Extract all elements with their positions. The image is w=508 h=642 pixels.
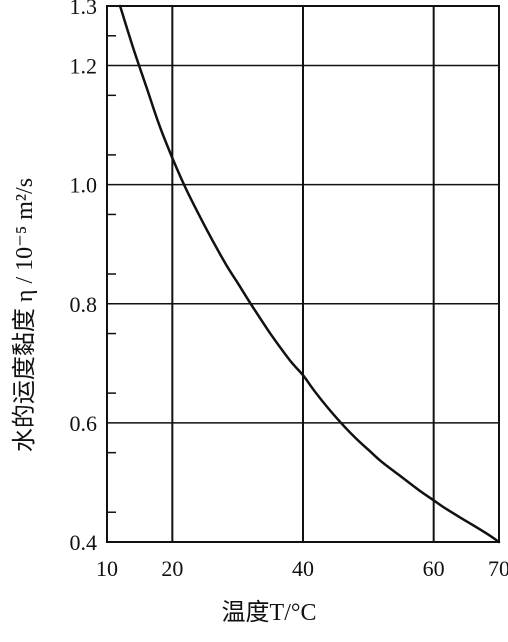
y-tick-label-1.0: 1.0 <box>70 173 98 198</box>
y-tick-labels: 0.4 0.6 0.8 1.0 1.2 1.3 <box>70 0 98 555</box>
plot-frame <box>106 5 500 543</box>
x-tick-label-70: 70 <box>488 556 508 581</box>
y-tick-label-1.2: 1.2 <box>70 54 98 79</box>
x-tick-label-20: 20 <box>161 556 183 581</box>
x-axis-title: 温度T/°C <box>222 599 317 626</box>
minor-ticks <box>107 35 116 513</box>
x-tick-labels: 10 20 40 60 70 <box>96 556 508 581</box>
x-tick-label-40: 40 <box>292 556 314 581</box>
series-layer <box>118 4 501 544</box>
y-tick-label-0.4: 0.4 <box>70 530 98 555</box>
x-tick-label-60: 60 <box>423 556 445 581</box>
y-tick-label-0.8: 0.8 <box>70 292 98 317</box>
y-tick-label-0.6: 0.6 <box>70 411 98 436</box>
viscosity-curve-0 <box>118 4 501 544</box>
x-tick-label-10: 10 <box>96 556 118 581</box>
y-axis-title: 水的运度黏度 η / 10⁻⁵ m²/s <box>11 178 38 452</box>
grid-lines <box>107 6 499 542</box>
y-tick-label-1.3: 1.3 <box>70 0 98 19</box>
